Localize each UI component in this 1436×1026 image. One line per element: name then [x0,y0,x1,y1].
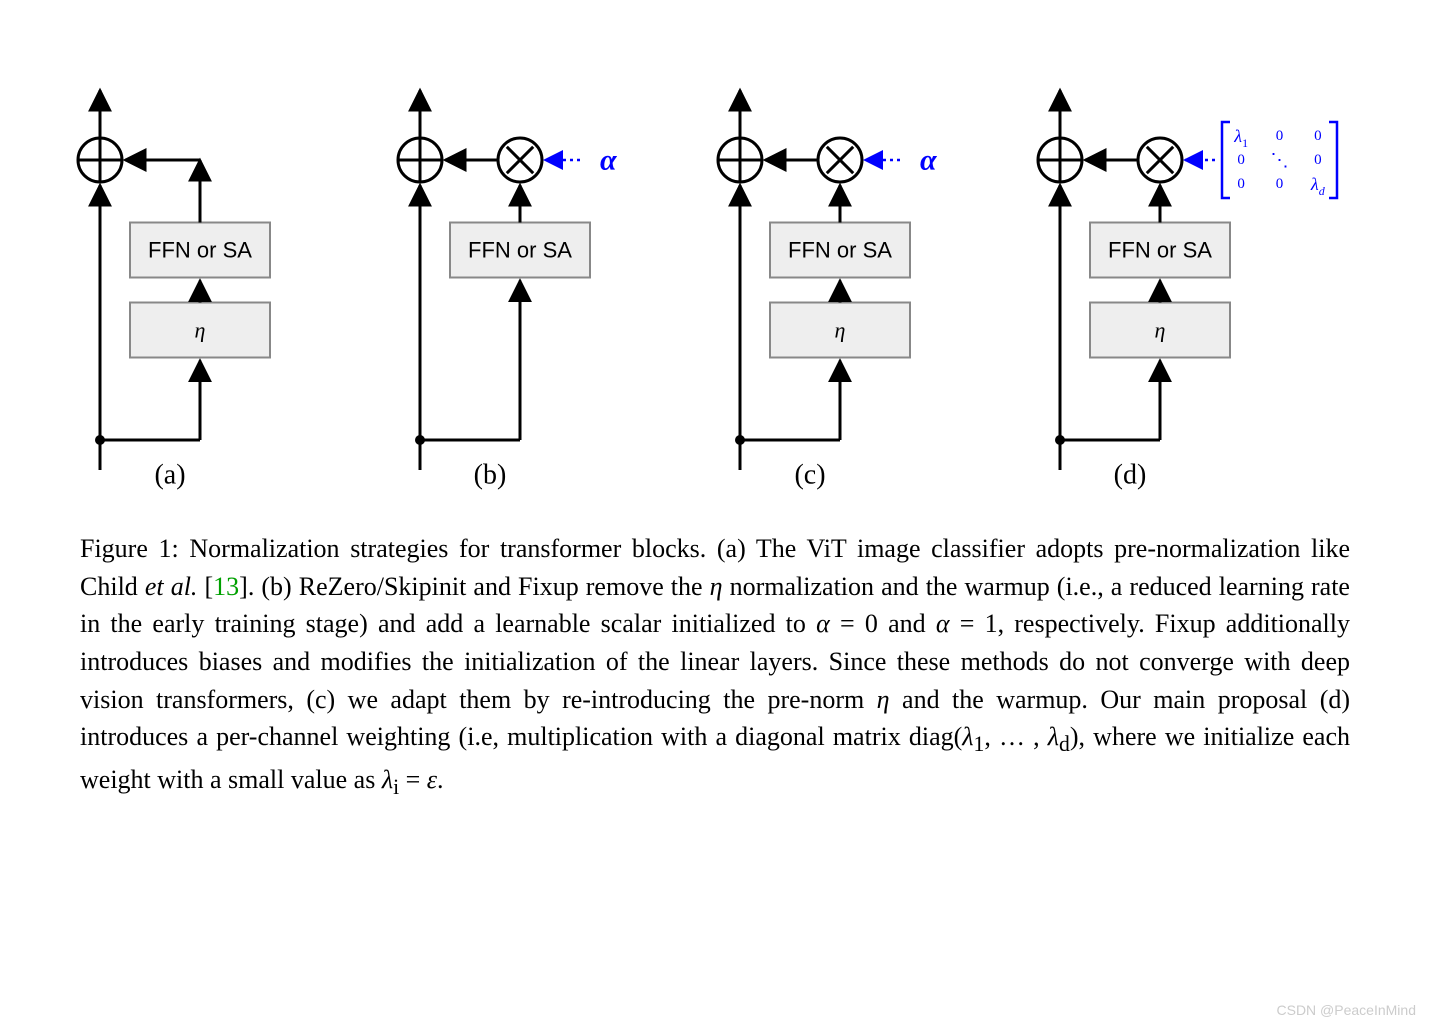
svg-text:⋱: ⋱ [1271,150,1289,170]
svg-text:0: 0 [1314,128,1322,144]
caption-text: [ [197,572,213,601]
svg-text:λ1: λ1 [1233,126,1248,150]
figure-label: Figure 1: [80,534,179,563]
svg-text:FFN or SA: FFN or SA [468,238,572,263]
caption-text: = [399,765,427,794]
math-lambda: λ [1048,722,1059,751]
svg-text:η: η [835,318,846,343]
math-eps: ε [427,765,437,794]
svg-text:FFN or SA: FFN or SA [1108,238,1212,263]
caption-text: ]. (b) ReZero/Skipinit and Fixup remove … [239,572,709,601]
math-sub: d [1059,733,1070,757]
svg-text:0: 0 [1314,152,1322,168]
svg-text:0: 0 [1237,152,1245,168]
svg-text:(b): (b) [474,460,507,491]
svg-text:FFN or SA: FFN or SA [788,238,892,263]
svg-text:FFN or SA: FFN or SA [148,238,252,263]
svg-text:(a): (a) [154,460,185,491]
diagram-svg: η FFN or SA (a) FFN or SA α (b) η FFN or SA α (c)… [70,70,1370,490]
math-sub: 1 [974,733,985,757]
svg-text:0: 0 [1276,176,1284,192]
caption-text: , … , [984,722,1047,751]
svg-text:(c): (c) [794,460,825,491]
svg-text:α: α [920,144,937,177]
svg-text:η: η [1155,318,1166,343]
caption-text: . [437,765,444,794]
caption-etal: et al. [145,572,198,601]
figure-caption: Figure 1: Normalization strategies for t… [80,530,1350,804]
svg-text:0: 0 [1276,128,1284,144]
math-eta: η [877,685,890,714]
svg-text:λd: λd [1310,174,1326,198]
math-lambda: λ [382,765,393,794]
svg-text:α: α [600,144,617,177]
math-alpha: α [936,609,950,638]
citation-ref: 13 [213,572,239,601]
math-alpha: α [816,609,830,638]
svg-text:0: 0 [1237,176,1245,192]
svg-text:(d): (d) [1114,460,1147,491]
caption-text: = 0 and [830,609,936,638]
figure-diagram: η FFN or SA (a) FFN or SA α (b) η FFN or SA α (c)… [70,70,1370,490]
math-lambda: λ [962,722,973,751]
math-eta: η [710,572,723,601]
watermark: CSDN @PeaceInMind [1277,1002,1417,1018]
svg-text:η: η [195,318,206,343]
